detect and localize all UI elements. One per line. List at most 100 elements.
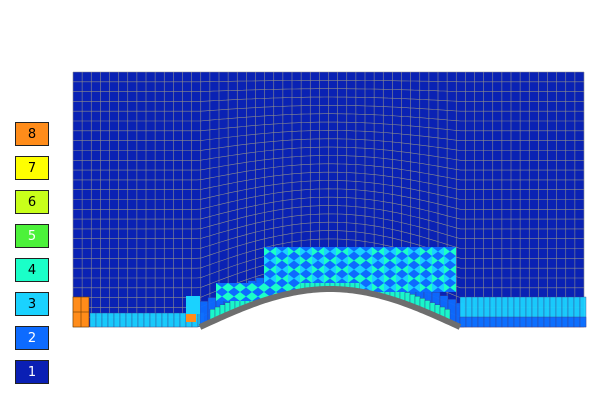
- refined-patch-triangle: [252, 292, 258, 301]
- refined-patch-triangle: [336, 265, 342, 274]
- refined-patch-triangle: [348, 265, 354, 274]
- refined-patch-triangle: [420, 247, 426, 256]
- bump-interior: [200, 289, 460, 327]
- refined-cell-level-3: [143, 312, 151, 328]
- refined-patch-triangle: [342, 247, 348, 256]
- refined-patch-triangle: [276, 256, 282, 265]
- refined-patch-triangle: [372, 274, 378, 283]
- refined-patch-triangle: [372, 247, 378, 256]
- refined-patch-triangle: [324, 256, 330, 265]
- refined-patch-triangle: [330, 265, 336, 274]
- refined-patch-triangle: [228, 283, 234, 292]
- refined-patch-triangle: [360, 274, 366, 283]
- grid-line-horizontal: [73, 113, 584, 122]
- refined-patch-triangle: [276, 274, 282, 283]
- refined-patch-triangle: [312, 274, 318, 283]
- refined-cell-level-3: [119, 312, 127, 328]
- refined-cell-level-2: [507, 316, 515, 328]
- refined-patch-triangle: [372, 256, 378, 265]
- refined-patch-triangle: [432, 274, 438, 283]
- refined-patch-triangle: [288, 274, 294, 283]
- refined-cell-level-3: [95, 312, 103, 328]
- refined-patch-triangle: [324, 247, 330, 256]
- refined-patch-triangle: [432, 283, 438, 292]
- refined-patch-triangle: [384, 283, 390, 292]
- refined-patch-triangle: [408, 265, 414, 274]
- grid-line-horizontal: [73, 138, 584, 151]
- refined-cell-level-2: [489, 316, 497, 328]
- refined-patch-triangle: [450, 274, 456, 283]
- bump-surface: [198, 286, 462, 330]
- refined-patch-triangle: [354, 274, 360, 283]
- refined-patch-triangle: [360, 265, 366, 274]
- grid-line-horizontal: [73, 238, 584, 269]
- refined-cell-level-2: [459, 316, 467, 328]
- refined-patch-triangle: [354, 247, 360, 256]
- refined-cell-level-2: [465, 316, 473, 328]
- grid-line-horizontal: [73, 196, 584, 220]
- refined-patch-triangle: [306, 256, 312, 265]
- refined-cell-level-2: [501, 316, 509, 328]
- refined-patch-triangle: [264, 247, 270, 256]
- refined-cell-level-2: [513, 316, 521, 328]
- refined-patch-triangle: [288, 265, 294, 274]
- refined-patch-triangle: [264, 283, 270, 292]
- refined-patch-triangle: [438, 274, 444, 283]
- refined-cell-level-2: [519, 316, 527, 328]
- refined-cell-level-8: [186, 314, 196, 322]
- refined-patch-triangle: [390, 265, 396, 274]
- refined-patch-triangle: [276, 265, 282, 274]
- refined-patch-triangle: [282, 283, 288, 292]
- refined-patch-triangle: [228, 292, 234, 301]
- grid-line-horizontal: [73, 163, 584, 181]
- refined-cell-level-2: [555, 316, 563, 328]
- refined-patch-triangle: [426, 256, 432, 265]
- refined-cell-level-2: [561, 316, 569, 328]
- grid-line-horizontal: [73, 80, 584, 83]
- refined-cell-level-3: [167, 312, 175, 328]
- refined-patch-triangle: [384, 274, 390, 283]
- refined-patch-triangle: [378, 274, 384, 283]
- refined-patch-triangle: [396, 247, 402, 256]
- refined-patch-triangle: [264, 256, 270, 265]
- refined-patch-triangle: [378, 283, 384, 292]
- refined-patch-triangle: [396, 274, 402, 283]
- refined-cell-level-3: [131, 312, 139, 328]
- refined-patch-triangle: [444, 274, 450, 283]
- refined-patch-triangle: [312, 247, 318, 256]
- refined-patch-triangle: [348, 247, 354, 256]
- refined-patch-triangle: [270, 247, 276, 256]
- refined-patch-triangle: [390, 256, 396, 265]
- refined-patch-triangle: [402, 256, 408, 265]
- refined-patch-triangle: [240, 283, 246, 292]
- refined-patch-triangle: [420, 265, 426, 274]
- refined-cell-level-2: [531, 316, 539, 328]
- refined-cell-level-2: [477, 316, 485, 328]
- refined-patch-triangle: [300, 274, 306, 283]
- refined-patch-triangle: [438, 265, 444, 274]
- refined-cell-level-2: [525, 316, 533, 328]
- legend-level-6-label: 6: [27, 194, 37, 210]
- refined-cell-level-2: [537, 316, 545, 328]
- refined-cell-level-2: [543, 316, 551, 328]
- refined-patch-triangle: [330, 274, 336, 283]
- refined-patch-triangle: [384, 256, 390, 265]
- grid-line-horizontal: [73, 105, 584, 112]
- refined-patch-triangle: [318, 256, 324, 265]
- refined-patch-triangle: [276, 247, 282, 256]
- refined-patch-triangle: [312, 265, 318, 274]
- refined-patch-triangle: [324, 274, 330, 283]
- refined-patch-triangle: [342, 265, 348, 274]
- refined-patch-triangle: [372, 283, 378, 292]
- refined-cell-level-2: [549, 316, 557, 328]
- refined-patch-triangle: [270, 265, 276, 274]
- refined-patch-triangle: [270, 283, 276, 292]
- bump-obstacle: [198, 286, 462, 330]
- legend-level-4-label: 4: [27, 262, 37, 278]
- refined-patch-triangle: [408, 247, 414, 256]
- refined-patch-triangle: [360, 247, 366, 256]
- refined-patch-triangle: [318, 274, 324, 283]
- grid-line-horizontal: [73, 130, 584, 141]
